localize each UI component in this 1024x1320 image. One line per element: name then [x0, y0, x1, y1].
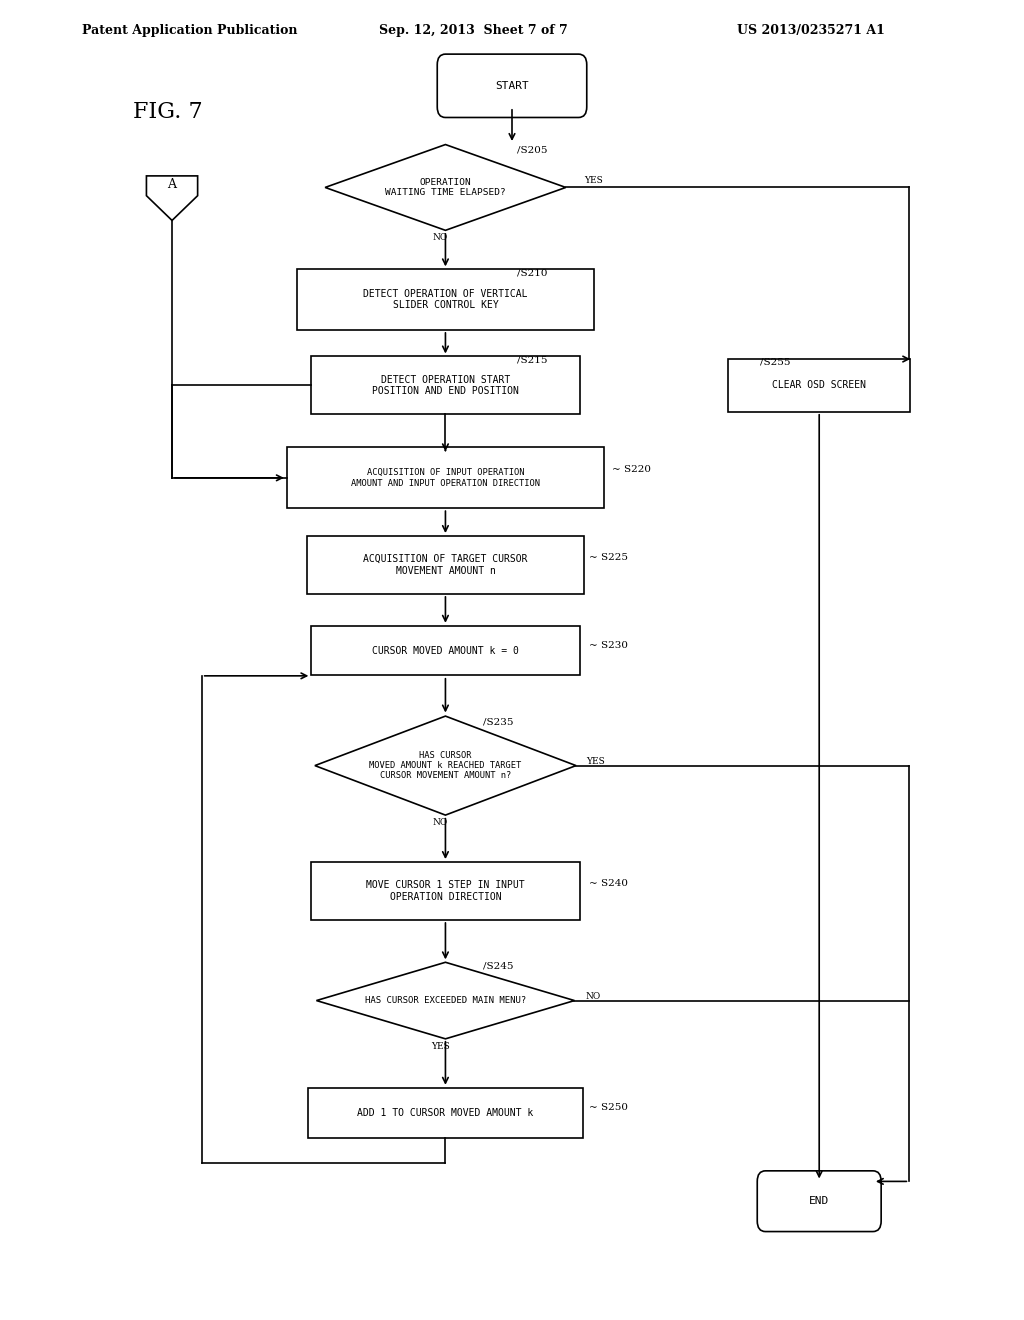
Text: NO: NO — [586, 993, 601, 1001]
Polygon shape — [315, 715, 575, 814]
Text: ACQUISITION OF TARGET CURSOR
MOVEMENT AMOUNT n: ACQUISITION OF TARGET CURSOR MOVEMENT AM… — [364, 554, 527, 576]
Text: ~ S230: ~ S230 — [589, 642, 628, 649]
Text: NO: NO — [433, 818, 447, 826]
Text: CLEAR OSD SCREEN: CLEAR OSD SCREEN — [772, 380, 866, 391]
Text: CURSOR MOVED AMOUNT k = 0: CURSOR MOVED AMOUNT k = 0 — [372, 645, 519, 656]
Text: HAS CURSOR EXCEEDED MAIN MENU?: HAS CURSOR EXCEEDED MAIN MENU? — [365, 997, 526, 1005]
Bar — [311, 862, 580, 920]
Bar — [311, 356, 580, 414]
Text: ~ S220: ~ S220 — [612, 466, 651, 474]
Bar — [297, 269, 594, 330]
Text: DETECT OPERATION START
POSITION AND END POSITION: DETECT OPERATION START POSITION AND END … — [372, 375, 519, 396]
Text: /S205: /S205 — [517, 147, 548, 154]
Text: YES: YES — [586, 758, 604, 766]
Text: ACQUISITION OF INPUT OPERATION
AMOUNT AND INPUT OPERATION DIRECTION: ACQUISITION OF INPUT OPERATION AMOUNT AN… — [351, 469, 540, 487]
Text: YES: YES — [431, 1043, 450, 1051]
Bar — [308, 1088, 583, 1138]
Text: HAS CURSOR
MOVED AMOUNT k REACHED TARGET
CURSOR MOVEMENT AMOUNT n?: HAS CURSOR MOVED AMOUNT k REACHED TARGET… — [370, 751, 521, 780]
Text: US 2013/0235271 A1: US 2013/0235271 A1 — [737, 24, 885, 37]
Text: END: END — [809, 1196, 829, 1206]
Polygon shape — [326, 144, 565, 230]
Text: FIG. 7: FIG. 7 — [133, 102, 203, 123]
Bar — [311, 627, 580, 676]
Text: ADD 1 TO CURSOR MOVED AMOUNT k: ADD 1 TO CURSOR MOVED AMOUNT k — [357, 1107, 534, 1118]
Text: ~ S250: ~ S250 — [589, 1104, 628, 1111]
Text: YES: YES — [584, 177, 602, 185]
Text: Patent Application Publication: Patent Application Publication — [82, 24, 297, 37]
Polygon shape — [146, 176, 198, 220]
Text: START: START — [496, 81, 528, 91]
Text: OPERATION
WAITING TIME ELAPSED?: OPERATION WAITING TIME ELAPSED? — [385, 178, 506, 197]
Text: /S210: /S210 — [517, 269, 548, 277]
Text: A: A — [168, 178, 176, 191]
FancyBboxPatch shape — [758, 1171, 881, 1232]
Text: ~ S240: ~ S240 — [589, 879, 628, 887]
Text: /S235: /S235 — [483, 718, 514, 726]
Text: NO: NO — [433, 234, 447, 242]
Bar — [307, 536, 584, 594]
FancyBboxPatch shape — [437, 54, 587, 117]
Text: DETECT OPERATION OF VERTICAL
SLIDER CONTROL KEY: DETECT OPERATION OF VERTICAL SLIDER CONT… — [364, 289, 527, 310]
Text: ~ S225: ~ S225 — [589, 553, 628, 561]
Text: /S215: /S215 — [517, 356, 548, 364]
Bar — [287, 447, 604, 508]
Polygon shape — [316, 962, 574, 1039]
Text: Sep. 12, 2013  Sheet 7 of 7: Sep. 12, 2013 Sheet 7 of 7 — [379, 24, 567, 37]
Text: /S245: /S245 — [483, 962, 514, 970]
Bar — [728, 359, 910, 412]
Text: /S255: /S255 — [760, 358, 791, 366]
Text: MOVE CURSOR 1 STEP IN INPUT
OPERATION DIRECTION: MOVE CURSOR 1 STEP IN INPUT OPERATION DI… — [367, 880, 524, 902]
